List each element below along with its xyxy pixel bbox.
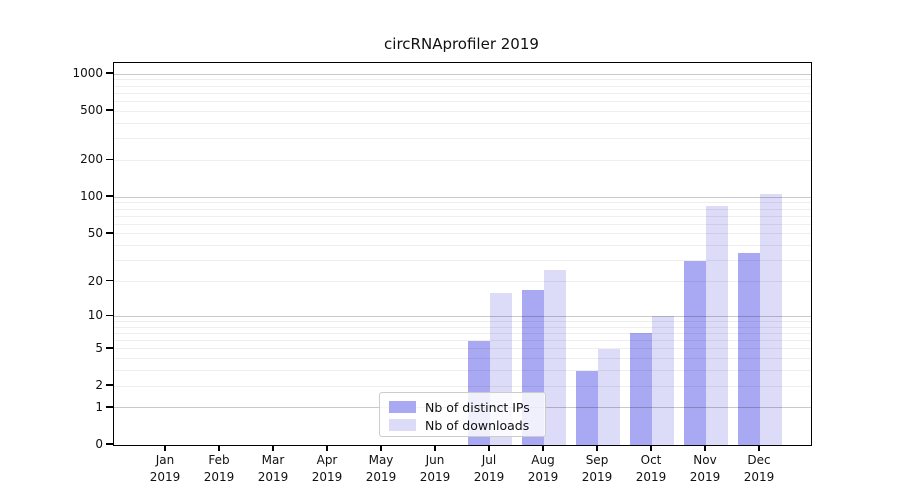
y-tick-label: 1 (95, 399, 103, 414)
x-tick-mark (326, 445, 328, 451)
bar-oct-downloads (652, 316, 674, 445)
bars-layer (114, 63, 811, 445)
major-gridline (114, 315, 811, 317)
legend-label-distinct-ips: Nb of distinct IPs (425, 399, 530, 415)
minor-gridline (114, 215, 811, 217)
y-tick-label: 200 (80, 152, 103, 167)
x-tick-label-jan: Jan 2019 (149, 453, 181, 484)
bar-aug-downloads (544, 270, 566, 445)
x-tick-mark (758, 445, 760, 451)
x-tick-label-jun: Jun 2019 (419, 453, 451, 484)
x-tick-mark (218, 445, 220, 451)
x-tick-mark (704, 445, 706, 451)
x-tick-mark (434, 445, 436, 451)
minor-gridline (114, 260, 811, 262)
minor-gridline (114, 223, 811, 225)
y-tick-label: 1000 (72, 65, 103, 80)
minor-gridline (114, 110, 811, 112)
minor-gridline (114, 332, 811, 334)
y-tick-label: 100 (80, 189, 103, 204)
legend-item-downloads: Nb of downloads (389, 416, 536, 434)
x-tick-label-mar: Mar 2019 (257, 453, 289, 484)
minor-gridline (114, 370, 811, 372)
bar-sep-downloads (598, 348, 620, 445)
minor-gridline (114, 245, 811, 247)
y-tick-mark (106, 232, 113, 234)
y-tick-mark (106, 314, 113, 316)
minor-gridline (114, 385, 811, 387)
minor-gridline (114, 358, 811, 360)
minor-gridline (114, 92, 811, 94)
y-tick-mark (106, 158, 113, 160)
y-tick-label: 2 (95, 378, 103, 392)
x-tick-mark (542, 445, 544, 451)
minor-gridline (114, 320, 811, 322)
legend-swatch-distinct-ips (389, 401, 416, 413)
minor-gridline (114, 326, 811, 328)
y-tick-label: 5 (95, 340, 103, 355)
y-tick-mark (106, 195, 113, 197)
minor-gridline (114, 138, 811, 139)
gridlines-layer (114, 63, 811, 445)
chart-title: circRNAprofiler 2019 (384, 35, 539, 53)
x-tick-label-feb: Feb 2019 (203, 453, 235, 484)
x-tick-label-sep: Sep 2019 (581, 453, 613, 484)
bar-nov-distinct-ips (684, 260, 706, 445)
y-tick-label: 0 (95, 437, 103, 451)
bar-dec-distinct-ips (738, 252, 760, 445)
minor-gridline (114, 340, 811, 341)
minor-gridline (114, 233, 811, 235)
y-tick-mark (106, 72, 113, 74)
x-tick-mark (380, 445, 382, 451)
x-tick-mark (650, 445, 652, 451)
minor-gridline (114, 159, 811, 161)
y-tick-label: 500 (80, 103, 103, 118)
legend: Nb of distinct IPs Nb of downloads (379, 392, 546, 437)
y-tick-mark (106, 279, 113, 282)
bar-sep-distinct-ips (576, 370, 598, 445)
minor-gridline (114, 208, 811, 210)
minor-gridline (114, 348, 811, 350)
y-tick-mark (106, 443, 113, 445)
minor-gridline (114, 202, 811, 204)
y-tick-mark (106, 109, 113, 111)
plot-area: Nb of distinct IPs Nb of downloads (113, 62, 812, 446)
x-tick-mark (596, 445, 598, 451)
x-tick-mark (164, 445, 166, 451)
x-tick-label-oct: Oct 2019 (635, 453, 667, 484)
y-tick-mark (106, 406, 113, 408)
x-tick-mark (272, 445, 274, 451)
major-gridline (114, 196, 811, 198)
legend-swatch-downloads (389, 419, 416, 431)
minor-gridline (114, 122, 811, 124)
minor-gridline (114, 100, 811, 102)
bar-dec-downloads (760, 194, 782, 445)
y-tick-label: 10 (87, 308, 103, 323)
x-tick-mark (488, 445, 490, 451)
major-gridline (114, 73, 811, 75)
legend-label-downloads: Nb of downloads (425, 417, 530, 433)
y-tick-mark (106, 347, 113, 349)
x-tick-label-jul: Jul 2019 (473, 453, 505, 484)
x-tick-label-nov: Nov 2019 (689, 453, 721, 484)
x-tick-label-may: May 2019 (365, 453, 397, 484)
bar-oct-distinct-ips (630, 333, 652, 445)
x-tick-label-dec: Dec 2019 (743, 453, 775, 484)
y-tick-label: 50 (87, 225, 103, 240)
bar-nov-downloads (706, 205, 728, 445)
x-tick-label-aug: Aug 2019 (527, 453, 559, 484)
legend-item-distinct-ips: Nb of distinct IPs (389, 398, 536, 416)
minor-gridline (114, 281, 811, 282)
minor-gridline (114, 79, 811, 81)
minor-gridline (114, 85, 811, 87)
y-tick-label: 20 (87, 273, 103, 288)
x-tick-label-apr: Apr 2019 (311, 453, 343, 484)
y-tick-mark (106, 384, 113, 386)
